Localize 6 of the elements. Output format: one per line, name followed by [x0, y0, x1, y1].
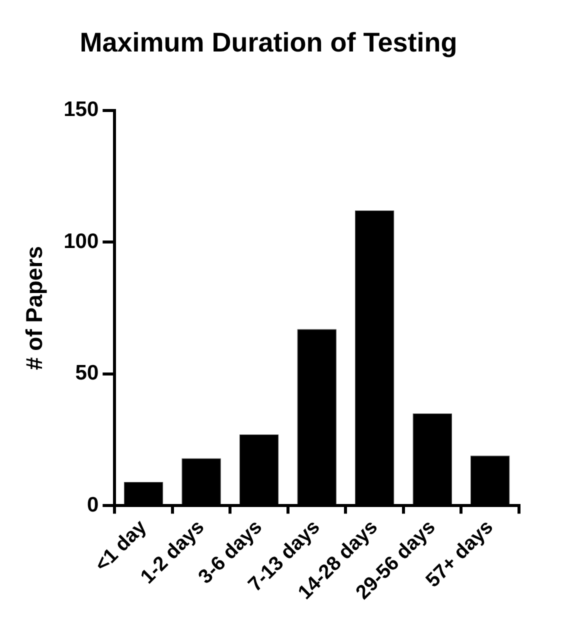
- y-tick-label: 50: [75, 362, 99, 385]
- y-axis-title: # of Papers: [21, 246, 48, 370]
- y-tick-label: 100: [64, 230, 99, 253]
- y-tick-label: 150: [64, 98, 99, 122]
- y-tick-label: 0: [86, 493, 99, 516]
- chart-title: Maximum Duration of Testing: [80, 28, 458, 58]
